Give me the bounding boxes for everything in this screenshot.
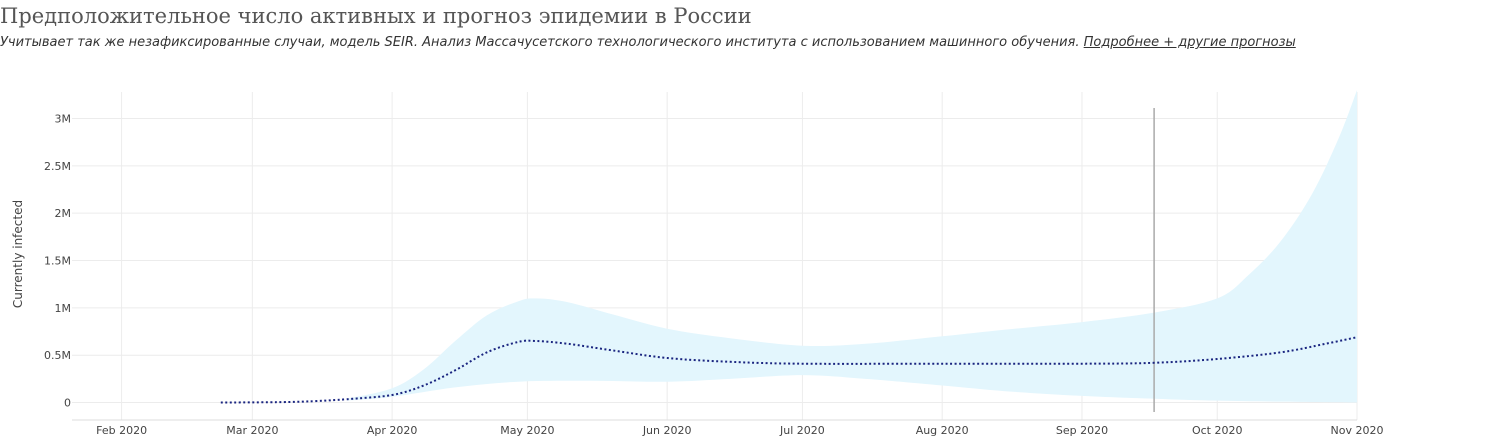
forecast-line <box>220 336 1358 404</box>
x-tick-label: Jun 2020 <box>642 424 692 437</box>
x-tick-label: Nov 2020 <box>1331 424 1384 437</box>
y-axis-ticks: 0 0.5M 1M 1.5M 2M 2.5M 3M <box>44 113 71 410</box>
x-tick-label: Mar 2020 <box>226 424 278 437</box>
y-tick-label: 1M <box>55 302 72 315</box>
y-tick-label: 1.5M <box>44 255 71 268</box>
x-axis-ticks: Feb 2020 Mar 2020 Apr 2020 May 2020 Jun 2020… <box>96 424 1383 437</box>
more-forecasts-link[interactable]: Подробнее + другие прогнозы <box>1083 35 1296 50</box>
x-tick-label: Feb 2020 <box>96 424 147 437</box>
x-tick-label: Aug 2020 <box>916 424 969 437</box>
y-axis-label: Currently infected <box>11 200 25 308</box>
x-tick-label: Sep 2020 <box>1056 424 1108 437</box>
y-tick-label: 2M <box>55 207 72 220</box>
x-tick-label: Jul 2020 <box>779 424 825 437</box>
subtitle-text: Учитывает так же незафиксированные случа… <box>0 35 1080 50</box>
y-tick-label: 3M <box>55 113 72 126</box>
x-tick-label: May 2020 <box>500 424 554 437</box>
x-tick-label: Apr 2020 <box>367 424 418 437</box>
y-tick-label: 0.5M <box>44 349 71 362</box>
confidence-band <box>347 90 1357 403</box>
y-tick-label: 2.5M <box>44 160 71 173</box>
chart-subtitle: Учитывает так же незафиксированные случа… <box>0 35 1296 50</box>
x-tick-label: Oct 2020 <box>1192 424 1243 437</box>
chart-title: Предположительное число активных и прогн… <box>0 4 752 28</box>
y-tick-label: 0 <box>64 397 71 410</box>
